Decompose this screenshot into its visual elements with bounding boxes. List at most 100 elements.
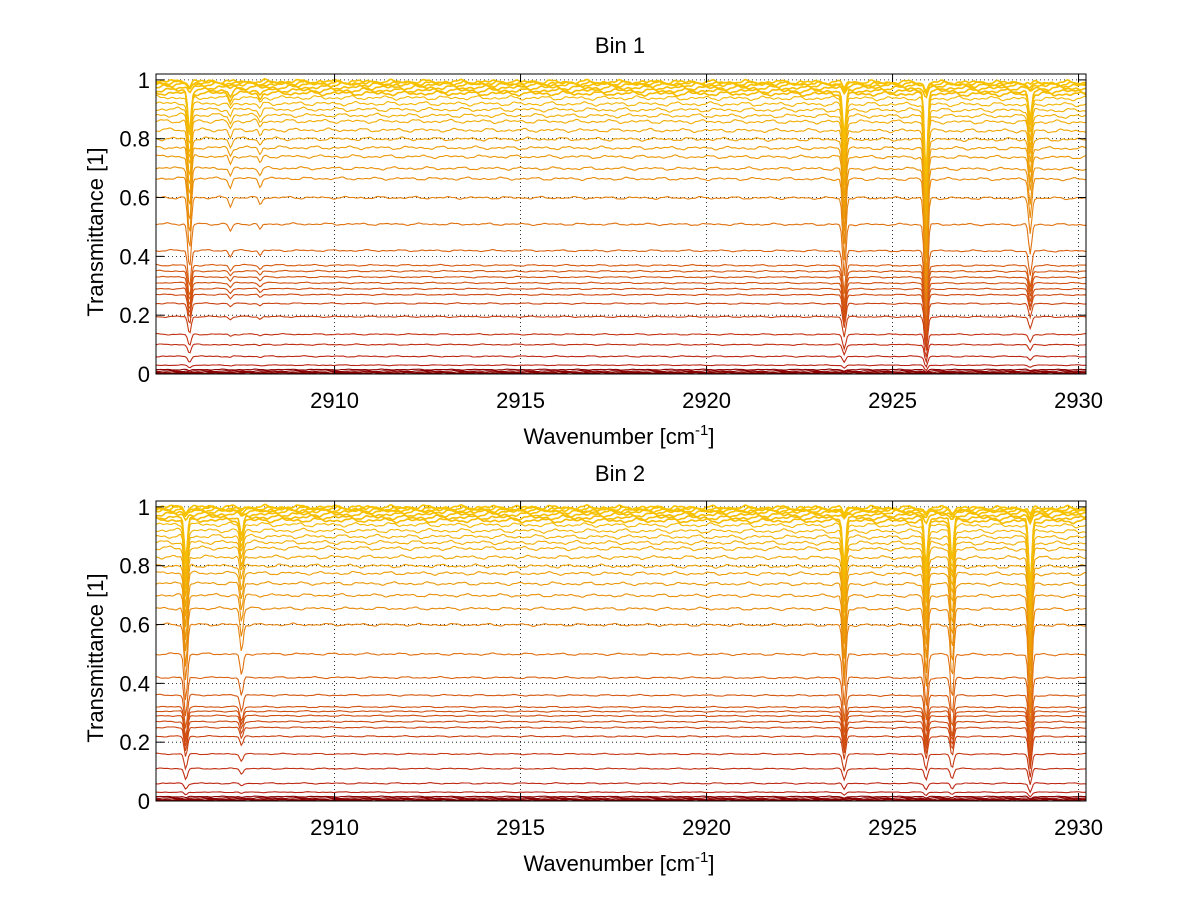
series-line bbox=[156, 705, 1086, 754]
series-line bbox=[155, 735, 1087, 770]
series-line bbox=[155, 720, 1087, 762]
x-tick-label: 2925 bbox=[868, 815, 917, 840]
series-line bbox=[155, 676, 1087, 740]
chart-title: Bin 2 bbox=[595, 461, 645, 486]
x-tick-label: 2920 bbox=[682, 388, 731, 413]
series-line bbox=[156, 372, 1087, 375]
series-line bbox=[155, 521, 1087, 596]
series-line bbox=[155, 511, 1087, 526]
series-line bbox=[155, 767, 1087, 785]
series-line bbox=[155, 371, 1086, 375]
series-line bbox=[155, 710, 1087, 757]
series-line bbox=[155, 798, 1086, 801]
series-line bbox=[155, 592, 1087, 688]
axes-frame bbox=[155, 73, 1087, 375]
series-line bbox=[155, 269, 1087, 332]
series-line bbox=[155, 539, 1087, 620]
grid bbox=[156, 74, 1086, 375]
x-axis-label: Wavenumber [cm-1] bbox=[523, 849, 714, 876]
series-line bbox=[155, 563, 1087, 650]
y-tick-label: 0.8 bbox=[119, 554, 150, 579]
series-group bbox=[155, 503, 1087, 802]
series-line bbox=[155, 796, 1087, 800]
y-axis-ticks: 0 0.2 0.4 0.6 0.8 1 bbox=[119, 495, 1086, 814]
y-tick-label: 0.4 bbox=[119, 671, 150, 696]
series-line bbox=[155, 554, 1087, 638]
x-tick-label: 2915 bbox=[496, 815, 545, 840]
series-line bbox=[155, 302, 1087, 346]
series-line bbox=[155, 533, 1087, 613]
series-line bbox=[156, 752, 1086, 778]
series-line bbox=[155, 355, 1087, 369]
x-tick-label: 2915 bbox=[496, 388, 545, 413]
series-line bbox=[155, 287, 1087, 340]
y-tick-label: 0.6 bbox=[119, 613, 150, 638]
series-line bbox=[155, 293, 1087, 342]
series-line bbox=[155, 127, 1087, 226]
chart-panel-bin-1: Bin 1 2910 2915 2920 2925 2930 0 0.2 0.4 0.6 0.8… bbox=[83, 33, 1103, 449]
y-axis-ticks: 0 0.2 0.4 0.6 0.8 1 bbox=[119, 68, 1086, 387]
series-line bbox=[155, 83, 1086, 99]
series-line bbox=[155, 263, 1087, 330]
series-line bbox=[155, 503, 1087, 517]
series-line bbox=[155, 275, 1086, 335]
series-line bbox=[155, 693, 1087, 749]
series-line bbox=[155, 714, 1087, 760]
series-line bbox=[156, 791, 1087, 798]
series-line bbox=[156, 570, 1086, 657]
series-line bbox=[155, 527, 1087, 605]
series-line bbox=[155, 315, 1087, 351]
series-line bbox=[155, 516, 1087, 590]
series-line bbox=[155, 106, 1087, 198]
y-tick-label: 0.2 bbox=[119, 730, 150, 755]
series-line bbox=[155, 145, 1087, 248]
series-line bbox=[155, 281, 1087, 338]
series-line bbox=[155, 369, 1087, 374]
series-line bbox=[155, 195, 1087, 302]
series-line bbox=[155, 176, 1087, 289]
chart-panel-bin-2: Bin 2 2910 2915 2920 2925 2930 0 0.2 0.4 0.6 0.8… bbox=[83, 461, 1103, 876]
series-line bbox=[155, 136, 1087, 238]
series-line bbox=[156, 154, 1086, 259]
series-line bbox=[156, 332, 1086, 358]
series-line bbox=[155, 726, 1087, 765]
y-axis-label: Transmittance [1] bbox=[83, 147, 108, 316]
series-line bbox=[155, 545, 1087, 626]
x-axis-label: Wavenumber [cm-1] bbox=[523, 422, 714, 449]
series-line bbox=[155, 165, 1087, 276]
series-group bbox=[155, 78, 1087, 375]
x-tick-label: 2930 bbox=[1054, 815, 1103, 840]
y-tick-label: 0 bbox=[138, 362, 150, 387]
x-tick-label: 2910 bbox=[310, 815, 359, 840]
series-line bbox=[155, 782, 1087, 794]
axes-frame bbox=[155, 500, 1087, 802]
series-line bbox=[155, 248, 1087, 325]
series-line bbox=[155, 622, 1087, 714]
x-axis-ticks: 2910 2915 2920 2925 2930 bbox=[310, 501, 1103, 840]
series-line bbox=[156, 799, 1087, 802]
y-tick-label: 1 bbox=[138, 495, 150, 520]
series-line bbox=[155, 112, 1087, 205]
series-line bbox=[155, 100, 1087, 190]
series-line bbox=[155, 87, 1087, 175]
series-line bbox=[156, 795, 1086, 800]
series-line bbox=[156, 364, 1087, 372]
series-line bbox=[155, 581, 1087, 672]
series-line bbox=[155, 118, 1087, 214]
y-tick-label: 0 bbox=[138, 789, 150, 814]
series-line bbox=[155, 652, 1087, 728]
x-axis-ticks: 2910 2915 2920 2925 2930 bbox=[310, 74, 1103, 413]
y-tick-label: 0.2 bbox=[119, 303, 150, 328]
series-line bbox=[155, 222, 1087, 314]
y-tick-label: 1 bbox=[138, 68, 150, 93]
x-tick-label: 2910 bbox=[310, 388, 359, 413]
y-axis-label: Transmittance [1] bbox=[83, 573, 108, 742]
y-tick-label: 0.6 bbox=[119, 186, 150, 211]
y-tick-label: 0.4 bbox=[119, 244, 150, 269]
chart-title: Bin 1 bbox=[595, 33, 645, 58]
y-tick-label: 0.8 bbox=[119, 127, 150, 152]
x-tick-label: 2920 bbox=[682, 815, 731, 840]
series-line bbox=[156, 368, 1086, 373]
series-line bbox=[155, 78, 1087, 93]
